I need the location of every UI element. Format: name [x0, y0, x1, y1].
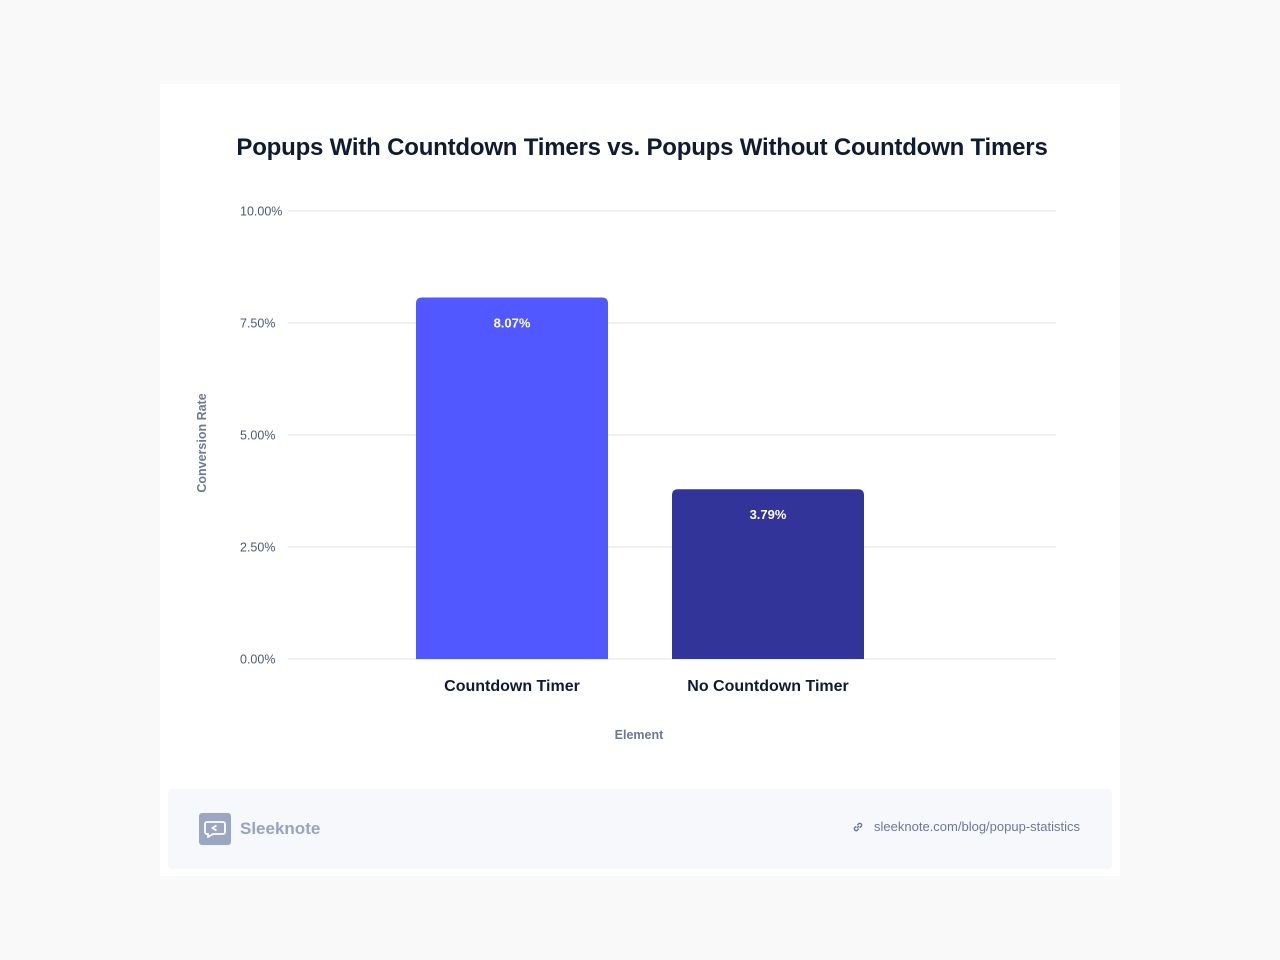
brand[interactable]: Sleeknote [199, 813, 320, 845]
x-axis-label: Element [615, 728, 664, 742]
y-tick-label: 2.50% [240, 541, 275, 555]
y-tick-label: 0.00% [240, 653, 275, 667]
y-tick-label: 10.00% [240, 205, 282, 219]
x-tick-label: Countdown Timer [444, 678, 580, 695]
y-axis-label: Conversion Rate [195, 393, 209, 492]
bar-no-countdown-timer [672, 489, 864, 659]
sleeknote-logo-icon [199, 813, 231, 845]
chart-card: Popups With Countdown Timers vs. Popups … [160, 84, 1120, 876]
y-tick-label: 7.50% [240, 317, 275, 331]
x-tick-label: No Countdown Timer [687, 678, 848, 695]
x-axis-categories: Countdown Timer No Countdown Timer [444, 678, 849, 695]
y-axis-ticks: 0.00% 2.50% 5.00% 7.50% 10.00% [240, 205, 282, 667]
data-label: 8.07% [494, 315, 531, 330]
brand-name: Sleeknote [240, 819, 321, 838]
source-link[interactable]: sleeknote.com/blog/popup-statistics [851, 819, 1080, 834]
link-icon [851, 820, 865, 834]
bar-countdown-timer [416, 297, 608, 659]
data-label: 3.79% [750, 507, 787, 522]
source-url: sleeknote.com/blog/popup-statistics [874, 819, 1080, 834]
bars [416, 297, 864, 659]
bar-chart: 0.00% 2.50% 5.00% 7.50% 10.00% 8.07% 3.79% Co… [195, 205, 1056, 742]
chart-title: Popups With Countdown Timers vs. Popups … [236, 134, 1048, 161]
footer: Sleeknote sleeknote.com/blog/popup-stati… [168, 789, 1112, 869]
data-labels: 8.07% 3.79% [494, 315, 787, 522]
y-tick-label: 5.00% [240, 429, 275, 443]
